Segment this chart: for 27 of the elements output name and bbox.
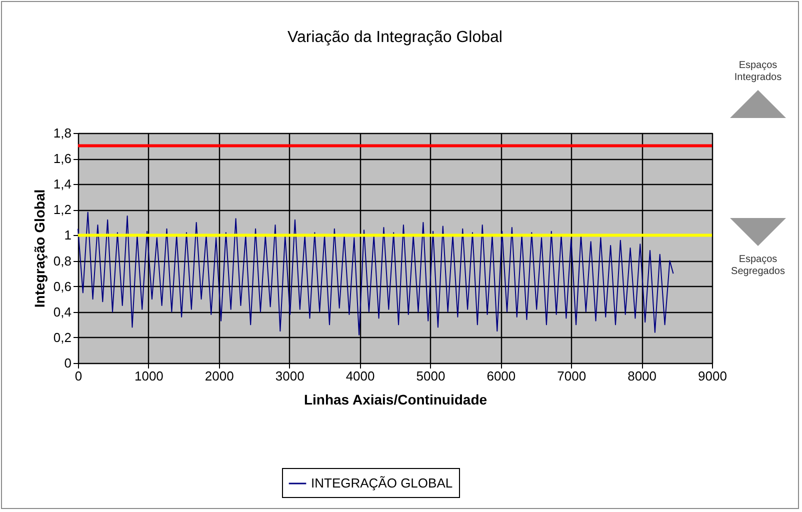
x-tick-label: 4000 xyxy=(346,368,375,384)
y-axis-title: Integração Global xyxy=(31,189,48,308)
x-tick-label: 7000 xyxy=(557,368,586,384)
y-tick-label: 1,6 xyxy=(53,151,72,166)
x-tick-label: 1000 xyxy=(134,368,164,384)
x-tick-label: 2000 xyxy=(204,368,234,384)
x-axis-title: Linhas Axiais/Continuidade xyxy=(304,392,488,408)
x-tick-label: 9000 xyxy=(698,368,727,384)
x-tick-label: 3000 xyxy=(275,368,304,384)
legend-label: INTEGRAÇÃO GLOBAL xyxy=(311,476,453,490)
x-tick-label: 8000 xyxy=(628,368,657,384)
x-tick-label: 5000 xyxy=(416,368,446,384)
y-tick-label: 0,2 xyxy=(53,330,72,345)
y-tick-label: 1,2 xyxy=(53,202,72,218)
x-tick-label: 6000 xyxy=(486,368,516,384)
x-tick-label: 0 xyxy=(74,368,82,384)
y-tick-label: 0,6 xyxy=(53,278,72,294)
y-tick-label: 0 xyxy=(64,356,72,370)
chart-title: Variação da Integração Global xyxy=(288,29,502,46)
y-tick-label: 1,8 xyxy=(53,126,72,140)
line-series xyxy=(78,212,674,336)
text: Espaços Segregados xyxy=(730,254,786,278)
y-tick-label: 1 xyxy=(64,228,72,243)
y-tick-label: 0,8 xyxy=(53,253,72,268)
y-tick-label: 0,4 xyxy=(53,304,72,320)
y-tick-label: 1,4 xyxy=(53,176,72,192)
text: Espaços Integrados xyxy=(733,60,783,84)
